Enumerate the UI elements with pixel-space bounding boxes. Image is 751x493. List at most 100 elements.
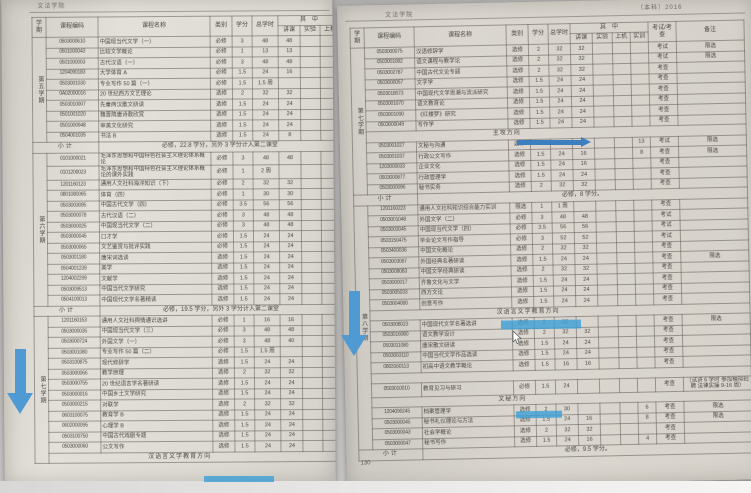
- course-code: 0503000060: [48, 442, 101, 454]
- course-code: 0503003095: [47, 200, 100, 212]
- total-hours: 24: [549, 106, 572, 118]
- lecture-hours: 24: [570, 74, 594, 86]
- lecture-hours: 24: [280, 388, 303, 399]
- total-hours: 24: [556, 435, 579, 447]
- course-type: 选修: [211, 294, 234, 305]
- lab-hours: [302, 367, 323, 378]
- course-type: 必修: [211, 210, 234, 221]
- lab-hours: [301, 230, 322, 242]
- exam-type: 考查: [651, 177, 680, 189]
- practice-hours: [636, 325, 655, 337]
- total-hours: 48: [253, 220, 280, 232]
- column-subheader: 实验: [300, 25, 321, 36]
- lecture-hours: 32: [578, 424, 601, 436]
- computer-hours: [322, 430, 336, 441]
- credits: 3: [531, 212, 553, 223]
- course-type: 选修: [211, 273, 234, 284]
- semester-label: 第六学期: [32, 152, 48, 307]
- lecture-hours: 48: [278, 151, 301, 165]
- practice-hours: 8: [638, 412, 657, 424]
- course-name: 通用人文社科海洋知识（下）: [99, 178, 212, 191]
- blue-down-arrow-left-icon: [7, 349, 33, 414]
- computer-hours: [616, 262, 636, 274]
- exam-type: 考查: [655, 401, 685, 413]
- course-type: 必修: [210, 57, 233, 68]
- lecture-hours: 32: [278, 88, 301, 99]
- credits: 1.5: [533, 285, 554, 297]
- lecture-hours: 32: [570, 43, 593, 55]
- course-type: 选修: [210, 88, 233, 100]
- lab-hours: [600, 413, 621, 425]
- lab-hours: [302, 346, 323, 357]
- course-type: 必修: [210, 165, 234, 179]
- exam-type: 考查: [654, 314, 683, 326]
- computer-hours: [321, 241, 336, 252]
- lecture-hours: 13: [278, 46, 301, 57]
- lecture-hours: 24: [279, 293, 302, 305]
- course-code: 0503000215: [48, 400, 101, 412]
- credits: 2: [234, 399, 255, 410]
- lecture-hours: [577, 379, 600, 394]
- total-hours: 24: [552, 253, 575, 265]
- subtotal-label: 小计: [358, 448, 424, 461]
- computer-hours: [617, 283, 636, 295]
- course-type: 选修: [511, 285, 534, 297]
- course-type: 选修: [507, 96, 530, 108]
- practice-hours: [636, 314, 655, 326]
- total-hours: 24: [550, 169, 574, 181]
- exam-type: 考查: [648, 72, 678, 84]
- course-name: 书法 B: [98, 130, 211, 142]
- arrow-shaft: [517, 139, 581, 145]
- exam-type: 考查: [656, 411, 685, 424]
- computer-hours: [322, 314, 336, 326]
- course-type: 选修: [212, 409, 235, 421]
- course-code: 0503000045: [47, 232, 100, 244]
- computer-hours: [617, 273, 636, 285]
- column-subheader: 讲课: [570, 33, 593, 44]
- computer-hours: [613, 105, 632, 117]
- lab-hours: [592, 63, 613, 75]
- lecture-hours: 24: [571, 95, 594, 107]
- lab-hours: [300, 45, 321, 57]
- exam-type: 考试: [652, 230, 681, 242]
- computer-hours: [322, 325, 336, 336]
- lecture-hours: [278, 164, 302, 179]
- credits: 1.5: [234, 378, 255, 389]
- left-page-header-text: 文法学院: [37, 3, 66, 10]
- remark: （试讲 6 学时 参加模拟招聘 法律实操 9-16 周）: [683, 375, 751, 391]
- computer-hours: [321, 283, 336, 294]
- credits: 3: [234, 336, 255, 347]
- lecture-hours: 24: [571, 85, 594, 97]
- total-hours: 24: [549, 96, 572, 108]
- page-number: 130: [360, 460, 371, 467]
- credits: 1.5: [233, 294, 254, 305]
- lecture-hours: 32: [570, 64, 593, 76]
- header-rule: [29, 9, 330, 13]
- exam-type: 考查: [652, 240, 681, 252]
- column-header: 考试/考查: [647, 21, 677, 42]
- lecture-hours: [278, 77, 301, 89]
- lab-hours: [595, 210, 617, 222]
- practice-hours: [631, 115, 651, 127]
- total-hours: 24: [254, 430, 281, 442]
- lab-hours: [593, 95, 614, 107]
- practice-hours: [636, 346, 655, 358]
- column-header: 总学时: [251, 15, 279, 36]
- course-type: 必修: [211, 231, 234, 242]
- credits: 2: [234, 367, 255, 379]
- total-hours: 48: [253, 209, 280, 221]
- lab-hours: [302, 356, 323, 368]
- computer-hours: [320, 66, 336, 78]
- arrow-shaft: [348, 291, 360, 335]
- lab-hours: [592, 74, 614, 86]
- computer-hours: [322, 398, 336, 410]
- lab-hours: [300, 164, 322, 179]
- course-type: 必修: [211, 220, 234, 232]
- computer-hours: [322, 409, 336, 420]
- course-type: 选修: [510, 243, 533, 255]
- credits: 1.5: [532, 254, 553, 265]
- column-subheader: 上机: [320, 25, 336, 36]
- computer-hours: [616, 231, 635, 243]
- computer-hours: [618, 357, 638, 369]
- computer-hours: [614, 136, 633, 148]
